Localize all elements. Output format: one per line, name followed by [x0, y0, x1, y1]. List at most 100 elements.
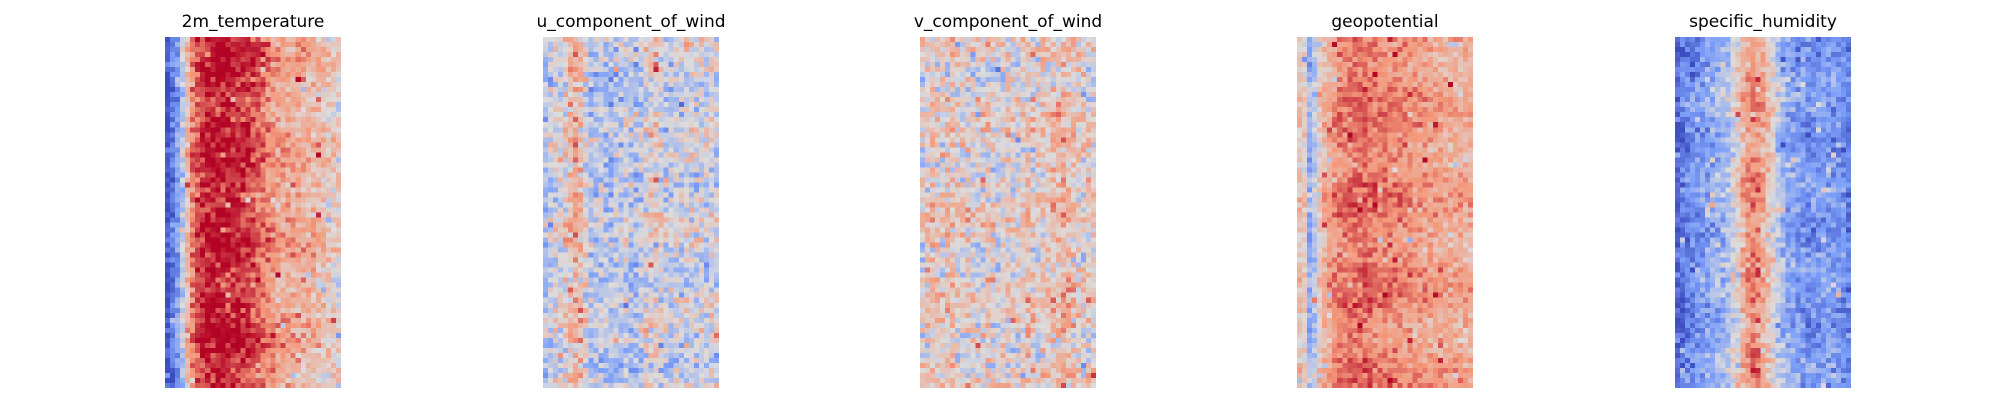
heatmap-cell: [310, 177, 316, 183]
heatmap-cell: [295, 272, 301, 278]
heatmap-cell: [205, 272, 211, 278]
heatmap-cell: [548, 97, 554, 103]
heatmap-cell: [703, 167, 710, 173]
heatmap-cell: [668, 272, 674, 278]
heatmap-cell: [618, 107, 624, 113]
heatmap-cell: [170, 172, 176, 178]
heatmap-cell: [563, 172, 569, 178]
heatmap-cell: [578, 57, 584, 63]
heatmap-cell: [563, 232, 569, 238]
heatmap-cell: [310, 147, 316, 153]
heatmap-cell: [255, 337, 261, 343]
heatmap-cell: [165, 92, 171, 98]
heatmap-cell: [165, 172, 171, 178]
heatmap-cell: [205, 82, 211, 88]
heatmap-cell: [588, 227, 594, 233]
heatmap-cell: [240, 202, 246, 208]
heatmap-cell: [265, 207, 271, 213]
heatmap-cell: [225, 322, 231, 328]
heatmap-cell: [708, 232, 715, 238]
heatmap-cell: [300, 107, 306, 113]
heatmap-cell: [245, 122, 251, 128]
heatmap-cell: [598, 57, 604, 63]
heatmap-cell: [638, 37, 644, 43]
heatmap-cell: [165, 332, 171, 338]
heatmap-cell: [260, 167, 266, 173]
heatmap-cell: [280, 142, 286, 148]
heatmap-cell: [285, 322, 291, 328]
heatmap-cell: [170, 302, 176, 308]
heatmap-cell: [698, 127, 705, 133]
heatmap-cell: [165, 267, 171, 273]
heatmap-cell: [325, 377, 332, 384]
heatmap-cell: [558, 222, 564, 228]
heatmap-cell: [205, 72, 211, 78]
heatmap-cell: [608, 82, 614, 88]
heatmap-cell: [598, 187, 604, 193]
heatmap-cell: [583, 217, 589, 223]
heatmap-cell: [175, 327, 181, 333]
heatmap-cell: [170, 157, 176, 163]
heatmap-cell: [698, 327, 705, 333]
heatmap-cell: [235, 322, 241, 328]
heatmap-cell: [568, 287, 574, 293]
heatmap-cell: [270, 232, 276, 238]
heatmap-cell: [543, 37, 549, 43]
heatmap-cell: [663, 332, 669, 338]
heatmap-cell: [285, 357, 291, 364]
heatmap-cell: [573, 287, 579, 293]
heatmap-cell: [588, 147, 594, 153]
heatmap-cell: [335, 177, 341, 183]
heatmap-cell: [295, 352, 301, 359]
heatmap-cell: [295, 42, 301, 48]
heatmap-cell: [578, 247, 584, 253]
heatmap-cell: [618, 72, 624, 78]
heatmap-cell: [285, 377, 291, 384]
heatmap-cell: [713, 372, 719, 379]
heatmap-cell: [593, 207, 599, 213]
heatmap-cell: [658, 367, 664, 374]
heatmap-cell: [335, 117, 341, 123]
heatmap-cell: [255, 142, 261, 148]
heatmap-cell: [245, 282, 251, 288]
heatmap-cell: [568, 62, 574, 68]
heatmap-cell: [553, 37, 559, 43]
heatmap-cell: [583, 82, 589, 88]
heatmap-cell: [310, 257, 316, 263]
heatmap-cell: [220, 187, 226, 193]
heatmap-cell: [553, 312, 559, 318]
heatmap-cell: [678, 172, 684, 178]
heatmap-cell: [320, 347, 327, 354]
heatmap-cell: [185, 257, 191, 263]
heatmap-cell: [678, 82, 684, 88]
heatmap-cell: [250, 177, 256, 183]
heatmap-cell: [280, 67, 286, 73]
heatmap-cell: [175, 222, 181, 228]
heatmap-cell: [240, 172, 246, 178]
heatmap-cell: [703, 297, 710, 303]
heatmap-cell: [618, 242, 624, 248]
heatmap-cell: [693, 67, 699, 73]
heatmap-cell: [205, 247, 211, 253]
heatmap-cell: [648, 57, 654, 63]
heatmap-cell: [618, 252, 624, 258]
heatmap-cell: [250, 237, 256, 243]
heatmap-cell: [648, 377, 654, 384]
heatmap-cell: [325, 242, 332, 248]
heatmap-cell: [205, 282, 211, 288]
heatmap-cell: [548, 257, 554, 263]
heatmap-cell: [673, 132, 679, 138]
heatmap-cell: [180, 187, 186, 193]
heatmap-cell: [205, 57, 211, 63]
heatmap-cell: [265, 172, 271, 178]
heatmap-cell: [315, 307, 321, 313]
heatmap-cell: [255, 67, 261, 73]
heatmap-cell: [285, 87, 291, 93]
heatmap-cell: [708, 117, 715, 123]
heatmap-cell: [235, 122, 241, 128]
heatmap-cell: [623, 72, 629, 78]
heatmap-cell: [260, 312, 266, 318]
heatmap-cell: [205, 377, 211, 384]
heatmap-cell: [588, 187, 594, 193]
heatmap-cell: [628, 247, 634, 253]
